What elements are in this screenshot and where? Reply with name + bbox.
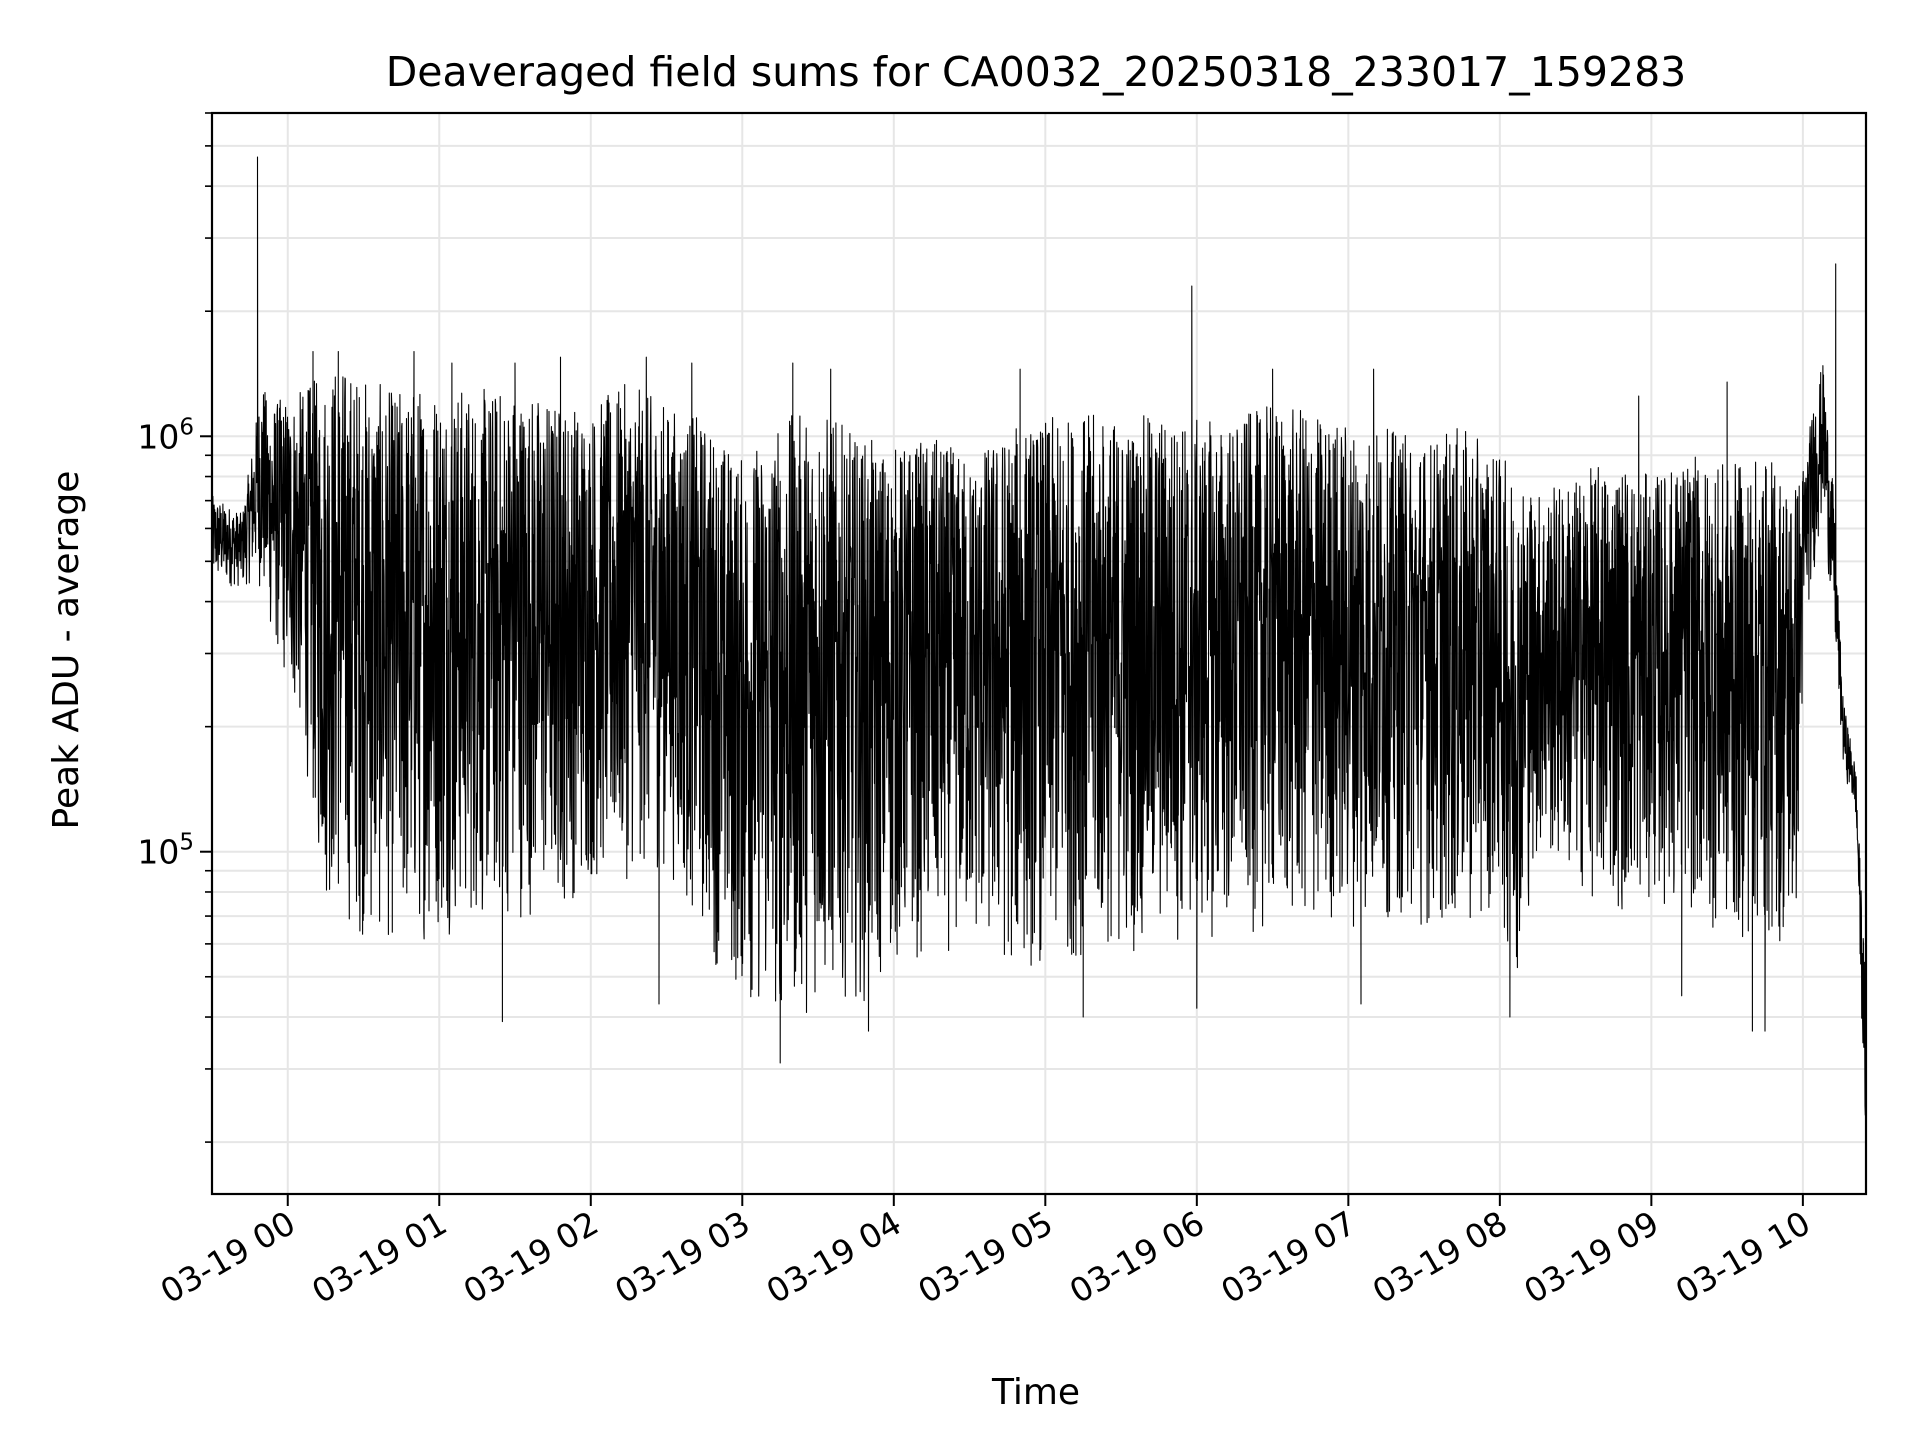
y-tick-label: 105 [137,830,194,872]
y-tick-label: 106 [137,414,194,456]
x-tick-label: 03-19 10 [1669,1203,1817,1311]
y-axis-label: Peak ADU - average [46,471,87,830]
x-tick-label: 03-19 09 [1517,1203,1665,1311]
x-tick-label: 03-19 05 [911,1203,1059,1311]
x-axis-label: Time [991,1372,1080,1413]
x-tick-label: 03-19 04 [760,1203,908,1311]
x-tick-label: 03-19 01 [305,1203,453,1311]
chart-title: Deaveraged field sums for CA0032_2025031… [386,48,1687,96]
series-layer [211,156,1867,1116]
series-line-0 [211,156,1867,1116]
x-tick-label: 03-19 03 [608,1203,756,1311]
x-tick-label: 03-19 02 [457,1203,605,1311]
x-tick-label: 03-19 07 [1214,1203,1362,1311]
x-tick-label: 03-19 08 [1366,1203,1514,1311]
x-tick-label: 03-19 06 [1063,1203,1211,1311]
x-tick-label: 03-19 00 [154,1203,302,1311]
